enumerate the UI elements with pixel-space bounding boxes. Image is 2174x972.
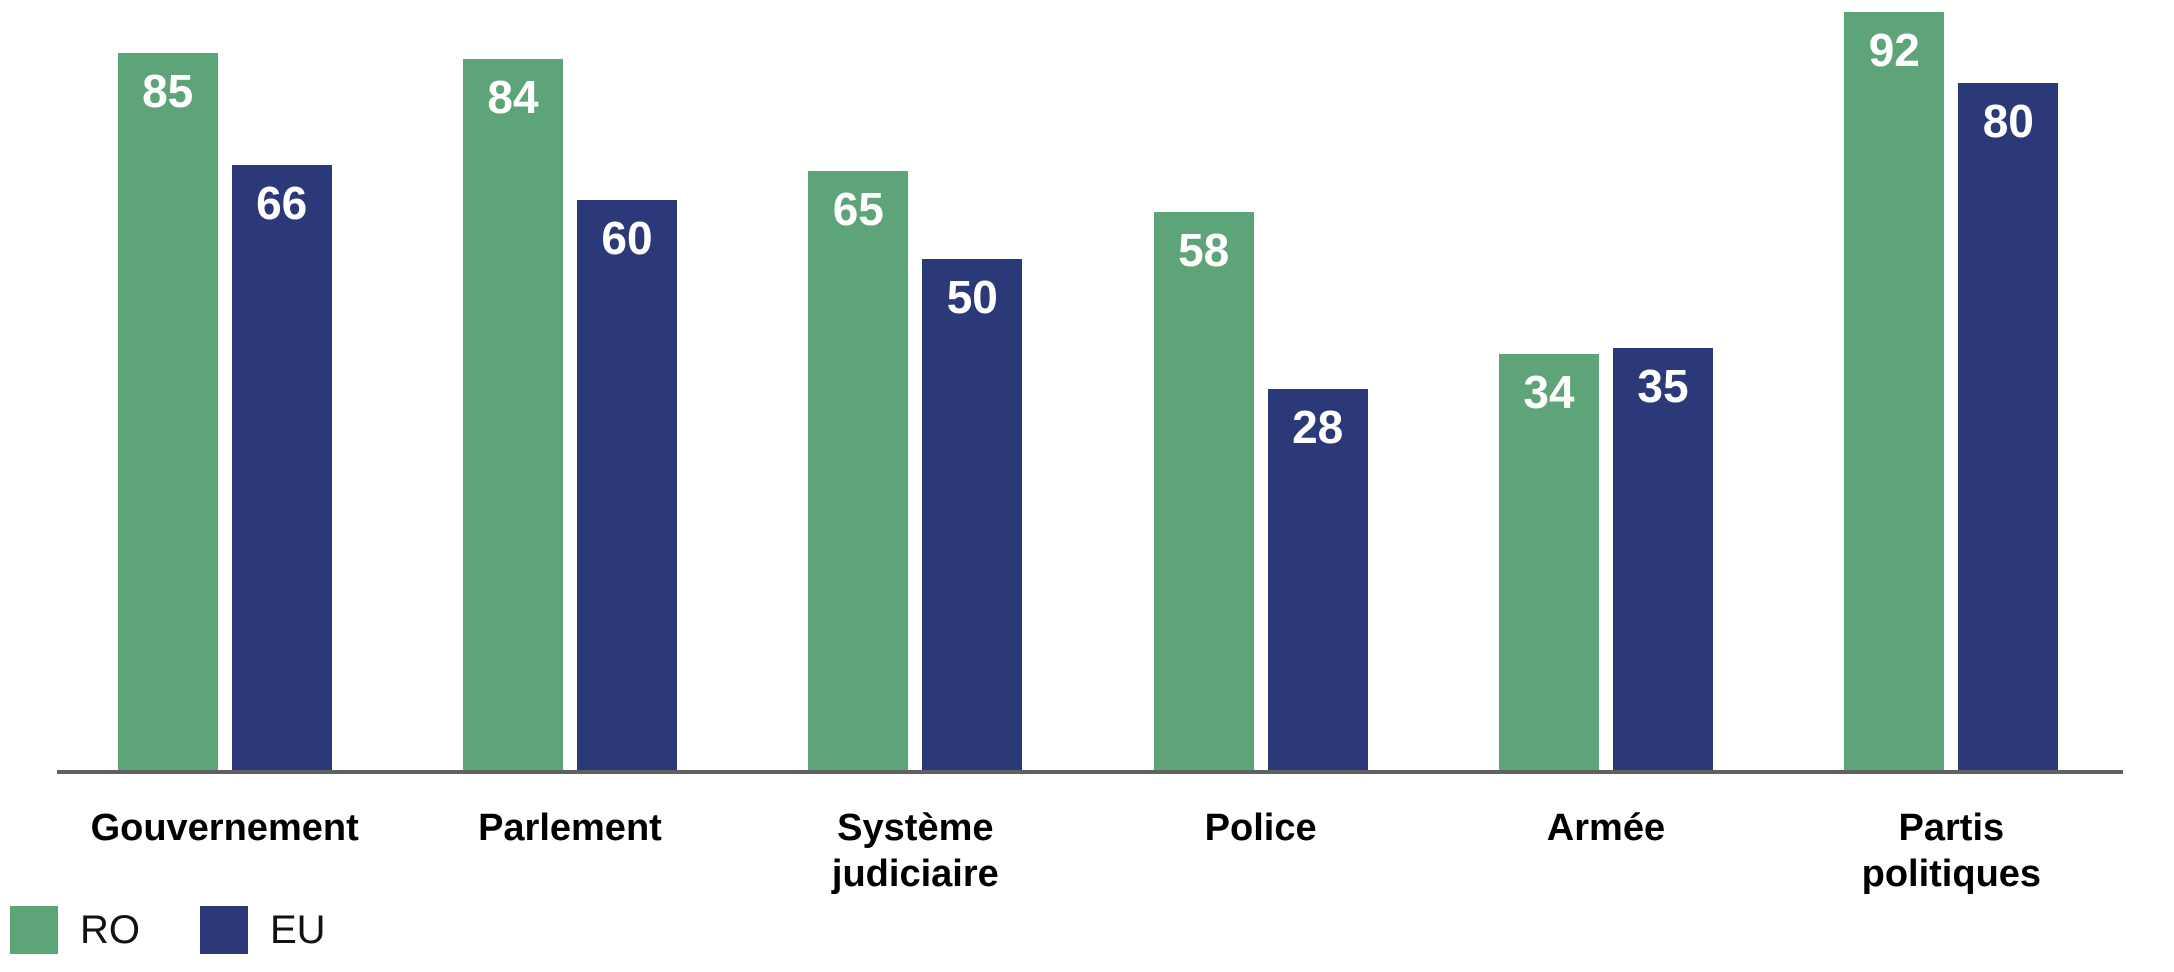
bar-value-label: 58 xyxy=(1178,224,1230,277)
legend-swatch-eu xyxy=(200,906,248,954)
category-label-0: Gouvernement xyxy=(90,807,359,849)
bar-ro-3: 58 xyxy=(1153,212,1254,772)
bar-ro-1: 84 xyxy=(463,58,563,772)
bar-value-label: 60 xyxy=(601,212,653,265)
legend-label-eu: EU xyxy=(270,908,326,952)
bar-eu-1: 60 xyxy=(577,200,677,772)
x-axis-line xyxy=(57,770,2123,774)
bar-value-label: 65 xyxy=(832,182,884,235)
bar-value-label: 84 xyxy=(487,70,539,123)
bar-value-label: 92 xyxy=(1868,23,1920,76)
category-label-5: Partis politiques xyxy=(1861,807,2042,895)
bar-value-label: 50 xyxy=(946,271,998,324)
chart-legend: RO EU xyxy=(10,906,326,954)
bar-ro-2: 65 xyxy=(808,170,909,772)
category-label-2: Système judiciaire xyxy=(831,807,999,895)
bar-value-label: 28 xyxy=(1292,400,1344,453)
legend-swatch-ro xyxy=(10,906,58,954)
bar-eu-0: 66 xyxy=(231,165,332,772)
bar-value-label: 66 xyxy=(256,177,308,229)
bar-ro-4: 34 xyxy=(1499,353,1599,772)
bar-ro-0: 85 xyxy=(117,53,218,772)
category-label-3: Police xyxy=(1204,807,1317,849)
bar-ro-5: 92 xyxy=(1844,11,1945,772)
bar-value-label: 35 xyxy=(1637,359,1689,412)
bar-value-label: 80 xyxy=(1982,94,2034,147)
category-label-4: Armée xyxy=(1546,807,1666,849)
bar-eu-5: 80 xyxy=(1958,82,2059,772)
legend-label-ro: RO xyxy=(80,908,140,952)
category-label-1: Parlement xyxy=(478,807,662,849)
bar-eu-3: 28 xyxy=(1267,388,1368,772)
bar-eu-4: 35 xyxy=(1613,347,1713,772)
bar-value-label: 34 xyxy=(1523,365,1575,418)
bar-value-label: 85 xyxy=(142,65,194,117)
legend-item-ro: RO xyxy=(10,906,140,954)
legend-item-eu: EU xyxy=(200,906,326,954)
bar-eu-2: 50 xyxy=(922,259,1023,772)
